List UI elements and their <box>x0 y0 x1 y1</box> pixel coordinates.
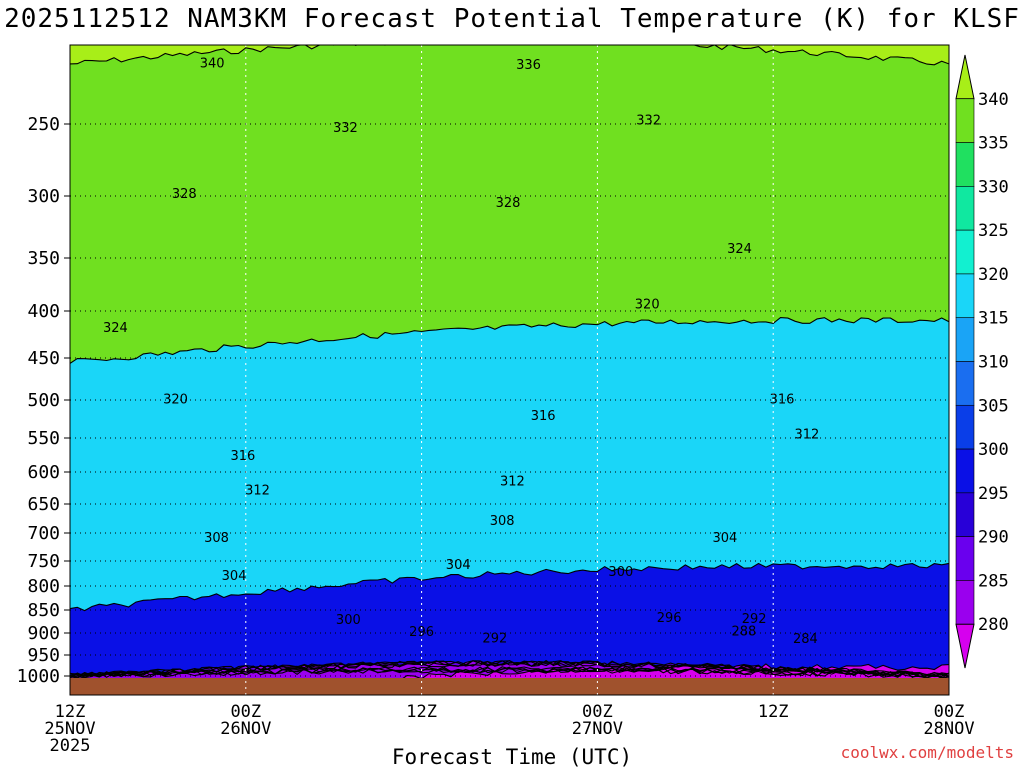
y-tick-label: 700 <box>27 523 60 544</box>
fill-band-300 <box>70 563 949 695</box>
colorbar-label: 280 <box>978 615 1009 635</box>
colorbar-label: 290 <box>978 528 1009 548</box>
contour-label: 332 <box>333 121 358 136</box>
colorbar-swatch <box>955 317 975 362</box>
colorbar-swatch <box>955 623 975 669</box>
colorbar-label: 315 <box>978 309 1009 329</box>
isentrope-305 <box>70 660 949 679</box>
contour-lines <box>70 45 949 695</box>
colorbar-label: 330 <box>978 177 1009 197</box>
colorbar-swatch <box>955 54 975 100</box>
y-tick-label: 800 <box>27 576 60 597</box>
colorbar-label: 295 <box>978 484 1009 504</box>
colorbar-label: 310 <box>978 353 1009 373</box>
isentrope-285 <box>70 660 949 680</box>
colorbar-swatch <box>955 98 975 143</box>
isentrope-290 <box>70 660 949 679</box>
isentrope-280 <box>70 663 949 695</box>
y-tick-label: 550 <box>27 428 60 449</box>
colorbar-swatch <box>955 142 975 187</box>
contour-label: 300 <box>336 613 361 628</box>
colorbar-swatch <box>955 404 975 450</box>
watermark: coolwx.com/modelts <box>840 743 1014 762</box>
colorbar-label: 285 <box>978 571 1009 591</box>
isentrope-320 <box>70 317 949 364</box>
colorbar-swatch <box>955 492 975 537</box>
x-tick-label: 12Z <box>757 702 789 722</box>
contour-label: 324 <box>727 242 752 257</box>
y-tick-label: 850 <box>27 600 60 621</box>
y-tick-label: 500 <box>27 390 60 411</box>
colorbar-swatch <box>955 186 975 231</box>
y-tick-label: 1000 <box>17 666 60 687</box>
contour-label: 308 <box>204 531 229 546</box>
y-tick-label: 950 <box>27 645 60 666</box>
contour-label: 304 <box>712 531 737 546</box>
colorbar-swatch <box>955 229 975 275</box>
colorbar: 340 335 330 325 320 315 310 305 300 295 290 285 280 <box>955 54 1009 669</box>
x-tick-label: 00Z 27NOV <box>571 702 623 739</box>
y-tick-label: 450 <box>27 348 60 369</box>
contour-label: 312 <box>794 427 819 442</box>
x-tick-label: 00Z 28NOV <box>923 702 975 739</box>
contour-label: 296 <box>409 625 434 640</box>
contour-label: 312 <box>500 474 525 489</box>
contour-label: 300 <box>608 565 633 580</box>
y-tick-label: 350 <box>27 248 60 269</box>
chart-title: 2025112512 NAM3KM Forecast Potential Tem… <box>4 4 1020 34</box>
y-tick-label: 250 <box>27 114 60 135</box>
contour-label: 328 <box>496 196 521 211</box>
y-tick-label: 900 <box>27 623 60 644</box>
x-tick-label: 00Z 26NOV <box>220 702 272 739</box>
contour-label: 340 <box>200 56 225 71</box>
contour-label: 304 <box>222 569 247 584</box>
isentrope-340 <box>70 45 949 66</box>
colorbar-label: 305 <box>978 396 1009 416</box>
y-tick-label: 400 <box>27 301 60 322</box>
colorbar-label: 340 <box>978 90 1009 110</box>
y-tick-label: 300 <box>27 186 60 207</box>
y-tick-label: 750 <box>27 551 60 572</box>
y-axis: 2503003504004505005506006507007508008509… <box>17 114 70 687</box>
contour-label: 332 <box>636 113 661 128</box>
colorbar-swatch <box>955 361 975 406</box>
colorbar-label: 300 <box>978 440 1009 460</box>
colorbar-swatch <box>955 448 975 494</box>
contour-label: 296 <box>657 611 682 626</box>
contour-label: 292 <box>742 612 767 627</box>
contour-label: 320 <box>163 392 188 407</box>
contour-label: 316 <box>230 449 255 464</box>
contour-labels: 340 336 332 332 328 328 324 324 320 320 316 316 316 3… <box>103 56 819 647</box>
contour-label: 312 <box>245 483 270 498</box>
ground-surface <box>70 678 949 695</box>
colorbar-label: 320 <box>978 265 1009 285</box>
colorbar-label: 335 <box>978 134 1009 154</box>
contour-label: 316 <box>531 409 556 424</box>
isentrope-325 <box>70 666 949 679</box>
contour-label: 308 <box>490 514 515 529</box>
contour-label: 336 <box>516 58 541 73</box>
contour-label: 328 <box>172 187 197 202</box>
colorbar-swatch <box>955 536 975 581</box>
isentrope-300 <box>70 562 949 612</box>
contour-label: 324 <box>103 321 128 336</box>
contour-label: 288 <box>731 625 756 640</box>
plot-frame <box>69 44 950 696</box>
x-tick-label: 12Z 25NOV 2025 <box>44 702 96 756</box>
y-tick-label: 600 <box>27 462 60 483</box>
x-axis-title: Forecast Time (UTC) <box>391 745 633 769</box>
contour-label: 320 <box>635 298 660 313</box>
y-tick-label: 650 <box>27 494 60 515</box>
colorbar-label: 325 <box>978 221 1009 241</box>
contour-label: 292 <box>482 631 507 646</box>
contour-label: 316 <box>770 392 795 407</box>
filled-contours <box>70 45 949 695</box>
colorbar-swatch <box>955 580 975 625</box>
contour-label: 284 <box>793 632 818 647</box>
contour-label: 304 <box>446 558 471 573</box>
colorbar-swatch <box>955 273 975 319</box>
x-tick-label: 12Z <box>406 702 437 722</box>
